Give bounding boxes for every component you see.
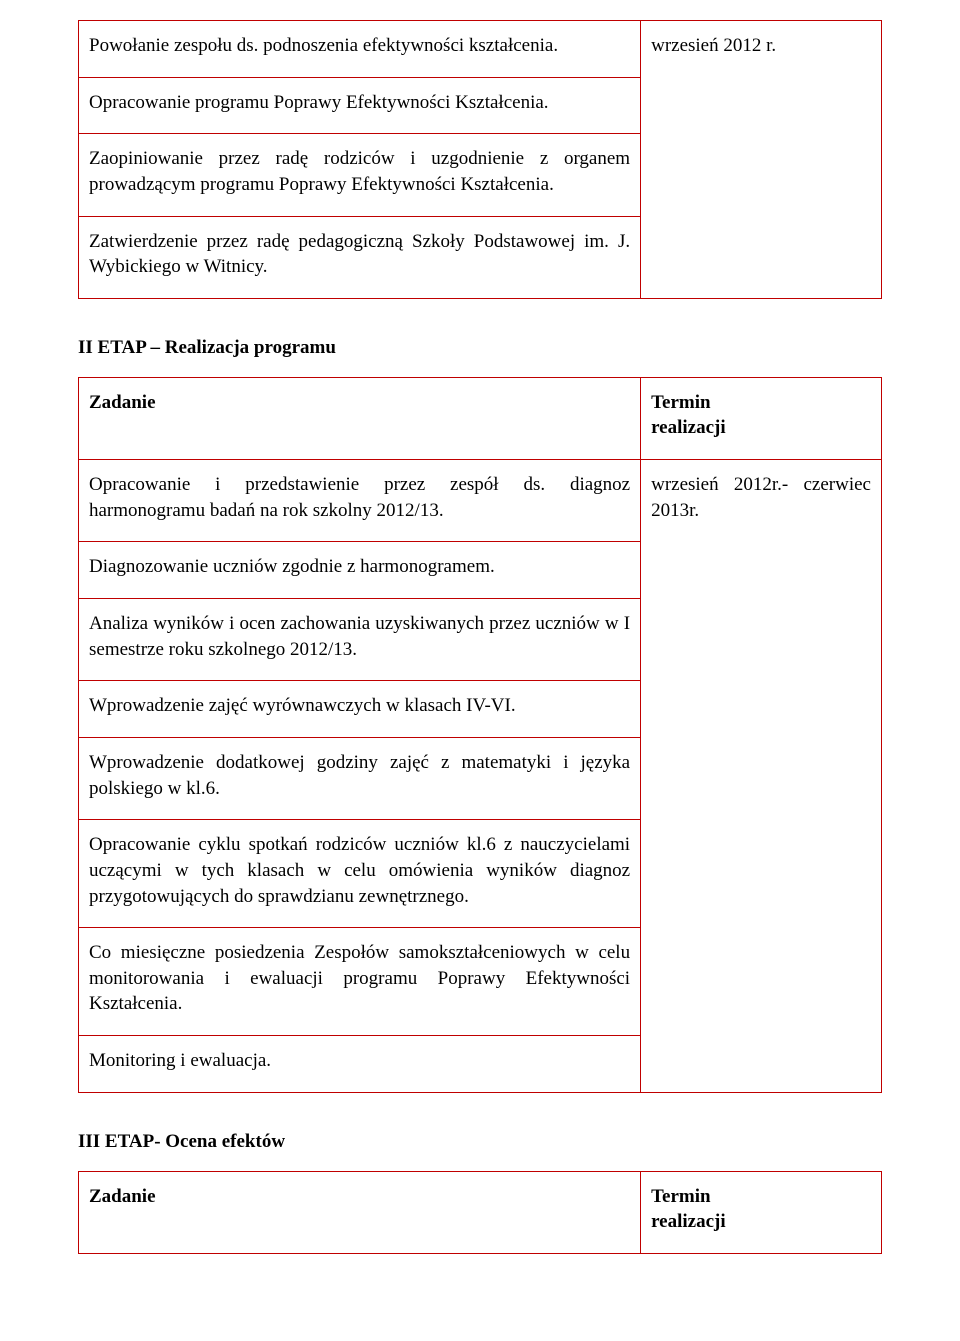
etap3-header-left: Zadanie <box>79 1171 641 1253</box>
etap1-table: Powołanie zespołu ds. podnoszenia efekty… <box>78 20 882 299</box>
realizacji-label: realizacji <box>651 1211 726 1232</box>
etap2-termin: wrzesień 2012r.- czerwiec 2013r. <box>641 460 882 1093</box>
etap3-header-right: Termin realizacji <box>641 1171 882 1253</box>
table-row-header: Zadanie Termin realizacji <box>79 377 882 459</box>
etap1-cell-1: Powołanie zespołu ds. podnoszenia efekty… <box>79 21 641 78</box>
termin-label: Termin <box>651 392 710 413</box>
table-row-header: Zadanie Termin realizacji <box>79 1171 882 1253</box>
table-row: Opracowanie i przedstawienie przez zespó… <box>79 460 882 542</box>
etap3-heading: III ETAP- Ocena efektów <box>78 1131 882 1153</box>
etap1-termin: wrzesień 2012 r. <box>641 21 882 299</box>
etap2-header-right: Termin realizacji <box>641 377 882 459</box>
etap1-cell-2: Opracowanie programu Poprawy Efektywnośc… <box>79 77 641 134</box>
etap2-cell-3: Analiza wyników i ocen zachowania uzyski… <box>79 599 641 681</box>
etap2-cell-4: Wprowadzenie zajęć wyrównawczych w klasa… <box>79 681 641 738</box>
etap2-heading: II ETAP – Realizacja programu <box>78 337 882 359</box>
table-row: Powołanie zespołu ds. podnoszenia efekty… <box>79 21 882 78</box>
realizacji-label: realizacji <box>651 417 726 438</box>
etap2-table: Zadanie Termin realizacji Opracowanie i … <box>78 377 882 1093</box>
termin-label: Termin <box>651 1186 710 1207</box>
etap2-cell-2: Diagnozowanie uczniów zgodnie z harmonog… <box>79 542 641 599</box>
etap1-cell-4: Zatwierdzenie przez radę pedagogiczną Sz… <box>79 216 641 298</box>
etap3-table: Zadanie Termin realizacji <box>78 1171 882 1254</box>
etap2-cell-7: Co miesięczne posiedzenia Zespołów samok… <box>79 928 641 1036</box>
document-page: Powołanie zespołu ds. podnoszenia efekty… <box>0 0 960 1341</box>
etap2-cell-6: Opracowanie cyklu spotkań rodziców uczni… <box>79 820 641 928</box>
etap1-cell-3: Zaopiniowanie przez radę rodziców i uzgo… <box>79 134 641 216</box>
etap2-cell-5: Wprowadzenie dodatkowej godziny zajęć z … <box>79 737 641 819</box>
etap2-header-left: Zadanie <box>79 377 641 459</box>
etap2-cell-8: Monitoring i ewaluacja. <box>79 1036 641 1093</box>
etap2-cell-1: Opracowanie i przedstawienie przez zespó… <box>79 460 641 542</box>
